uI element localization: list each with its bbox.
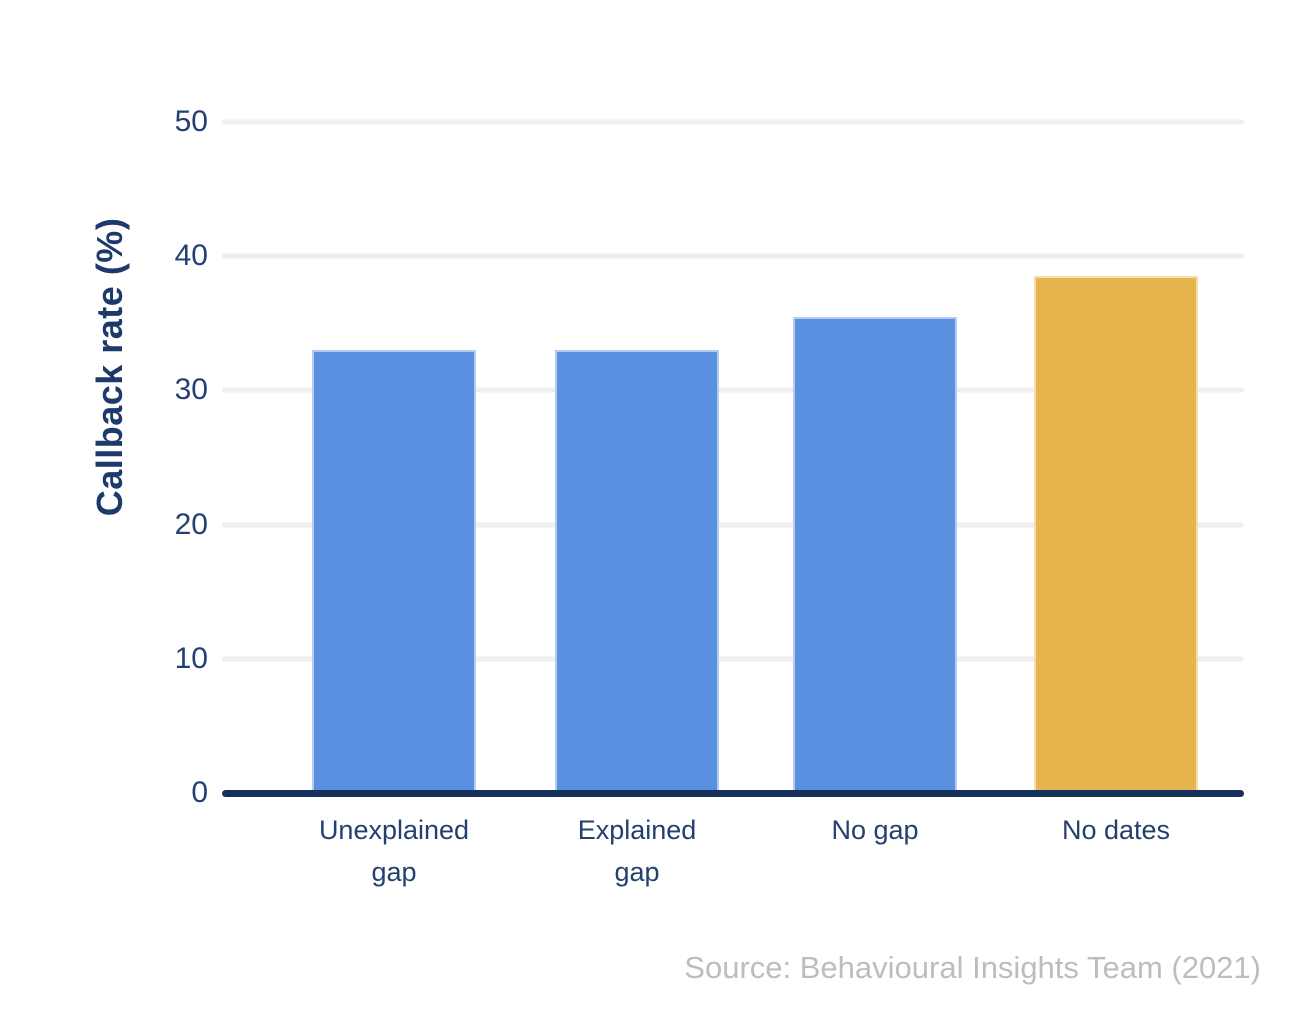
x-category-label-unexplained-gap: Unexplained gap xyxy=(264,809,524,893)
x-category-label-line: No gap xyxy=(831,815,919,845)
y-axis-title: Callback rate (%) xyxy=(89,217,130,517)
x-category-label-line: gap xyxy=(614,857,660,887)
plot-area: 0 10 20 30 40 50 Unexplained gap Explained gap No … xyxy=(175,107,1244,887)
gridline-40 xyxy=(222,253,1244,259)
gridline-10 xyxy=(222,656,1244,662)
gridline-30 xyxy=(222,387,1244,393)
bar-no-dates xyxy=(1034,276,1198,793)
x-category-label-line: gap xyxy=(371,857,417,887)
x-category-label-explained-gap: Explained gap xyxy=(507,809,767,893)
x-category-label-line: Unexplained xyxy=(318,815,470,845)
x-category-label-line: No dates xyxy=(1061,815,1171,845)
x-category-label-no-dates: No dates xyxy=(986,809,1246,851)
x-category-label-line: Explained xyxy=(577,815,697,845)
source-caption: Source: Behavioural Insights Team (2021) xyxy=(684,950,1261,985)
bar-no-gap xyxy=(793,316,957,793)
bar-unexplained-gap xyxy=(312,350,476,793)
x-category-label-no-gap: No gap xyxy=(745,809,1005,851)
gridline-20 xyxy=(222,522,1244,528)
bar-explained-gap xyxy=(555,350,719,793)
gridline-50 xyxy=(222,119,1244,125)
x-axis-line xyxy=(222,789,1244,797)
